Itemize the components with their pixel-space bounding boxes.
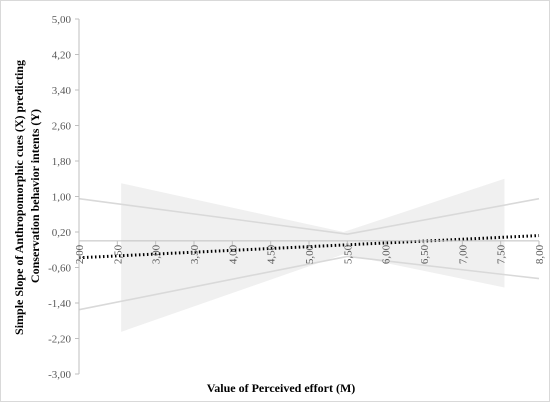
lower-ci-line [78, 255, 540, 311]
x-tick-label: 3,00 [151, 244, 163, 264]
x-tick-label: 6,50 [419, 244, 431, 264]
x-tick-label: 5,00 [304, 244, 316, 264]
y-tick-label: 2,60 [52, 121, 72, 133]
y-tick-label: 1,80 [52, 156, 72, 168]
x-tick-label: 3,50 [189, 244, 201, 264]
y-tick-label: 3,40 [52, 85, 72, 97]
x-tick-label: 8,00 [534, 244, 546, 264]
y-tick-label: 4,20 [52, 50, 72, 62]
y-axis-title-line-1: Simple Slope of Anthropomorphic cues (X)… [12, 60, 26, 335]
x-tick-label: 2,00 [74, 244, 86, 264]
simple-slope-line [78, 234, 540, 260]
x-tick-label: 4,50 [266, 244, 278, 264]
y-tick-label: -3,00 [48, 369, 71, 381]
x-tick-label: 7,00 [457, 244, 469, 264]
x-tick-label: 4,00 [227, 244, 239, 264]
y-tick-label: -1,40 [48, 298, 71, 310]
x-axis-title: Value of Perceived effort (M) [207, 381, 356, 395]
upper-ci-line [78, 197, 540, 236]
y-axis-title-line-2: Conservation behavior intents (Y) [28, 109, 42, 283]
y-tick-label: 5,00 [52, 14, 72, 26]
y-axis-title: Simple Slope of Anthropomorphic cues (X)… [12, 57, 42, 335]
x-tick-label: 6,00 [381, 244, 393, 264]
x-tick-label: 7,50 [496, 244, 508, 264]
x-tick-label: 5,50 [342, 244, 354, 264]
y-tick-label: 1,00 [52, 192, 72, 204]
y-tick-label: 0,20 [52, 227, 72, 239]
y-tick-label: -0,60 [48, 263, 71, 275]
x-tick-label: 2,50 [112, 244, 124, 264]
y-tick-label: -2,20 [48, 334, 71, 346]
